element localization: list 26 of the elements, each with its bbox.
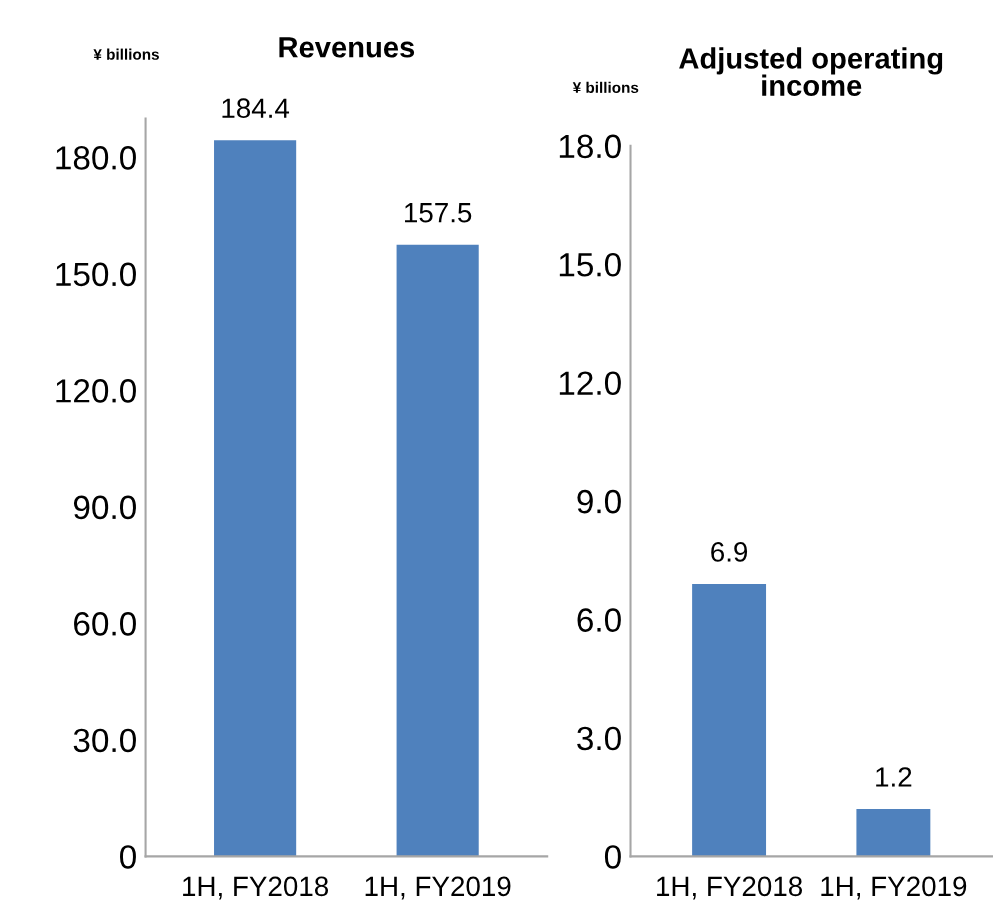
data-label: 1.2 (876, 767, 912, 787)
y-tick-label: 6.0 (577, 608, 621, 632)
y-tick-label: 30.0 (73, 728, 136, 753)
data-label: 184.4 (222, 98, 290, 119)
y-tick-label: 0 (120, 845, 136, 869)
x-tick-label: 1H, FY2019 (821, 876, 967, 900)
x-tick-label: 1H, FY2018 (183, 876, 329, 900)
y-tick-label: 60.0 (74, 612, 136, 636)
x-tick-label: 1H, FY2019 (365, 876, 511, 900)
y-tick-label: 90.0 (73, 495, 136, 520)
x-tick-label: 1H, FY2018 (657, 876, 802, 900)
data-label: 6.9 (711, 542, 748, 562)
y-tick-label: 0 (604, 845, 621, 869)
y-tick-label: 3.0 (577, 726, 621, 751)
chart-title: Revenues (279, 37, 415, 58)
y-tick-label: 180.0 (56, 146, 136, 170)
y-tick-label: 9.0 (577, 489, 621, 514)
y-tick-label: 150.0 (56, 262, 136, 287)
y-tick-label: 12.0 (559, 371, 621, 396)
y-axis-title: ¥ billions (93, 48, 159, 60)
data-label: 157.5 (405, 203, 472, 223)
chart-title: Adjusted operating income (679, 47, 943, 97)
y-tick-label: 15.0 (559, 252, 621, 277)
y-tick-label: 18.0 (559, 134, 621, 159)
y-axis-title: ¥ billions (572, 81, 639, 94)
y-tick-label: 120.0 (56, 379, 136, 403)
